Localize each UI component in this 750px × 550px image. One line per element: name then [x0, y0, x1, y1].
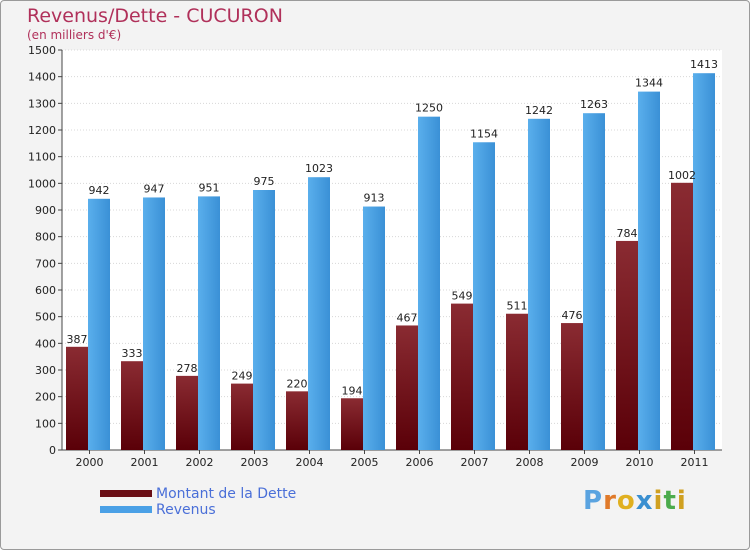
- bar-debt: [341, 398, 363, 450]
- y-tick-label: 1300: [28, 97, 56, 110]
- bar-revenue: [583, 113, 605, 450]
- bar-revenue: [473, 142, 495, 450]
- data-label-revenue: 1154: [470, 127, 498, 140]
- bar-revenue: [143, 197, 165, 450]
- x-tick-label: 2000: [76, 456, 104, 469]
- proxiti-logo: Proxiti: [583, 486, 687, 516]
- bar-revenue: [638, 91, 660, 450]
- logo-letter: o: [616, 486, 636, 516]
- bar-debt: [506, 313, 528, 450]
- x-tick-label: 2008: [516, 456, 544, 469]
- logo-letter: i: [653, 486, 664, 516]
- y-tick-label: 400: [35, 337, 56, 350]
- bar-debt: [671, 182, 693, 451]
- data-label-revenue: 951: [199, 181, 220, 194]
- legend-label-revenue: Revenus: [156, 502, 216, 518]
- data-label-debt: 333: [122, 347, 143, 360]
- data-label-debt: 387: [67, 333, 88, 346]
- data-label-revenue: 913: [364, 192, 385, 205]
- x-tick-label: 2006: [406, 456, 434, 469]
- y-tick-label: 700: [35, 257, 56, 270]
- bar-debt: [121, 361, 143, 450]
- data-label-debt: 476: [562, 309, 583, 322]
- data-label-debt: 249: [232, 370, 253, 383]
- legend-swatch-revenue: [100, 506, 152, 513]
- bar-debt: [616, 240, 638, 450]
- y-tick-label: 500: [35, 311, 56, 324]
- bar-revenue: [693, 73, 715, 450]
- x-tick-label: 2007: [461, 456, 489, 469]
- bar-debt: [176, 375, 198, 450]
- y-tick-label: 1400: [28, 71, 56, 84]
- x-tick-label: 2003: [241, 456, 269, 469]
- bar-debt: [231, 383, 253, 450]
- data-label-revenue: 1344: [635, 77, 663, 90]
- bar-debt: [396, 325, 418, 450]
- y-tick-label: 800: [35, 231, 56, 244]
- data-label-debt: 278: [177, 362, 198, 375]
- y-tick-label: 900: [35, 204, 56, 217]
- y-tick-label: 1200: [28, 124, 56, 137]
- data-label-revenue: 947: [144, 182, 165, 195]
- data-label-revenue: 942: [89, 184, 110, 197]
- y-tick-label: 0: [49, 444, 56, 457]
- data-label-debt: 549: [452, 290, 473, 303]
- bar-revenue: [198, 196, 220, 450]
- data-label-debt: 220: [287, 377, 308, 390]
- bar-debt: [451, 303, 473, 450]
- logo-letter: t: [663, 486, 677, 516]
- data-label-revenue: 1023: [305, 162, 333, 175]
- legend-label-debt: Montant de la Dette: [156, 486, 297, 502]
- x-tick-label: 2004: [296, 456, 324, 469]
- data-label-revenue: 1250: [415, 102, 443, 115]
- bar-revenue: [418, 116, 440, 451]
- data-label-debt: 194: [342, 384, 363, 397]
- y-tick-label: 600: [35, 284, 56, 297]
- logo-letter: i: [676, 486, 687, 516]
- legend-swatch-debt: [100, 490, 152, 497]
- logo-letter: r: [603, 486, 617, 516]
- logo-letter: x: [635, 486, 654, 516]
- data-label-revenue: 1413: [690, 58, 718, 71]
- x-tick-label: 2002: [186, 456, 214, 469]
- bar-debt: [66, 346, 88, 450]
- bar-revenue: [528, 118, 550, 451]
- x-tick-label: 2001: [131, 456, 159, 469]
- x-tick-label: 2005: [351, 456, 379, 469]
- data-label-debt: 467: [397, 311, 418, 324]
- y-tick-label: 1500: [28, 44, 56, 57]
- chart-subtitle: (en milliers d'€): [27, 28, 122, 42]
- x-tick-label: 2009: [571, 456, 599, 469]
- plot-area: [62, 50, 722, 450]
- bar-revenue: [253, 190, 275, 450]
- data-label-debt: 511: [507, 300, 528, 313]
- data-label-revenue: 975: [254, 175, 275, 188]
- y-tick-label: 1100: [28, 151, 56, 164]
- bar-debt: [561, 323, 583, 450]
- x-tick-label: 2010: [626, 456, 654, 469]
- y-tick-label: 200: [35, 391, 56, 404]
- y-tick-label: 100: [35, 417, 56, 430]
- logo-letter: P: [583, 486, 604, 516]
- bar-revenue: [308, 177, 330, 450]
- data-label-revenue: 1263: [580, 98, 608, 111]
- data-label-debt: 784: [617, 227, 638, 240]
- bar-revenue: [88, 198, 110, 450]
- data-label-revenue: 1242: [525, 104, 553, 117]
- data-label-debt: 1002: [668, 169, 696, 182]
- y-tick-label: 1000: [28, 177, 56, 190]
- x-tick-label: 2011: [681, 456, 709, 469]
- y-tick-label: 300: [35, 364, 56, 377]
- bar-revenue: [363, 206, 385, 450]
- chart-title: Revenus/Dette - CUCURON: [27, 5, 283, 27]
- bar-debt: [286, 391, 308, 450]
